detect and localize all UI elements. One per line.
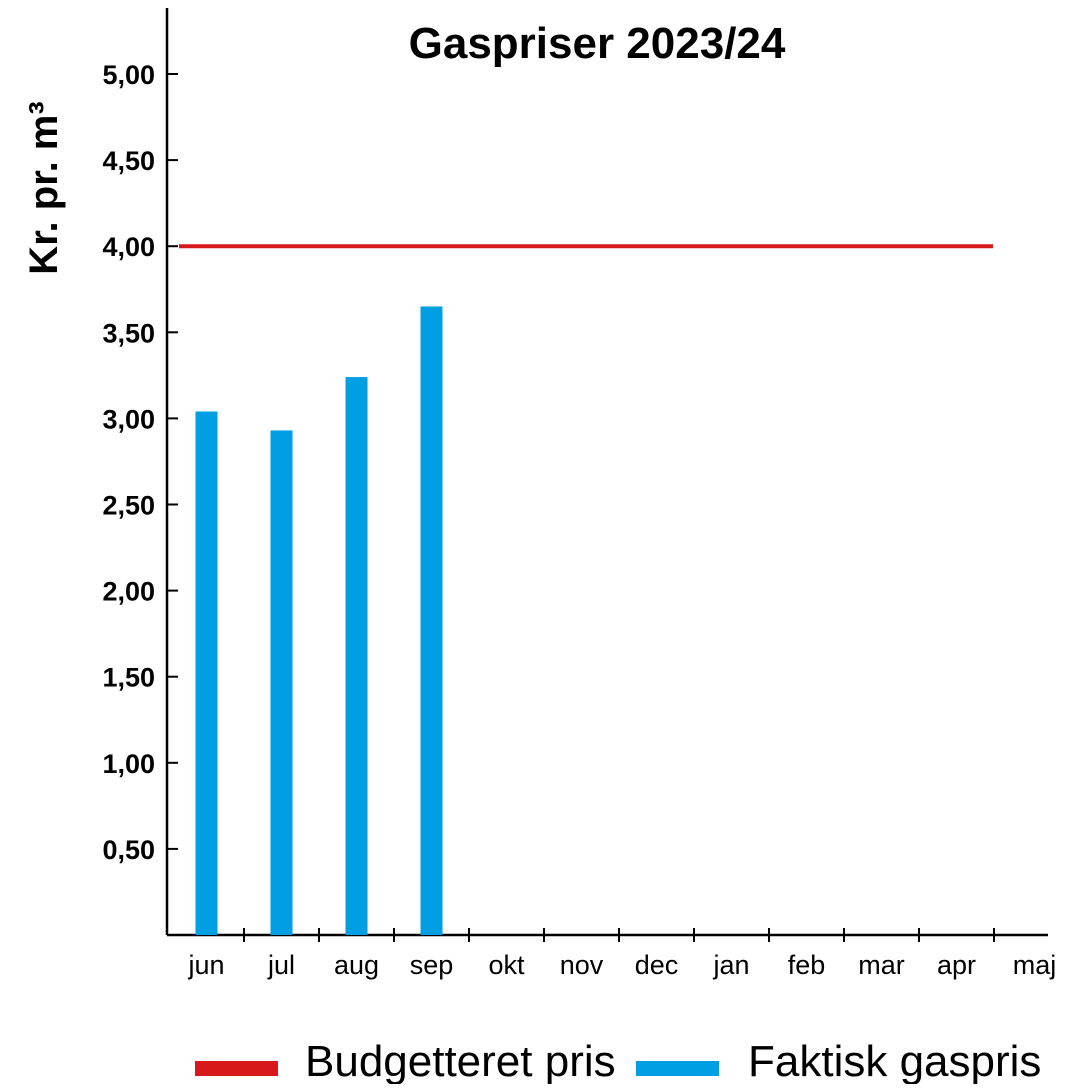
legend: Budgetteret pris Faktisk gaspris (195, 1037, 1041, 1086)
bars (195, 306, 443, 936)
legend-swatch (636, 1061, 719, 1076)
x-tick-label: mar (858, 950, 905, 980)
x-tick-label: maj (1013, 950, 1057, 980)
x-tick-label: feb (788, 950, 826, 980)
bar-aug (345, 377, 368, 935)
x-tick-label: sep (410, 950, 454, 980)
x-tick-label: dec (635, 950, 679, 980)
x-tick-label: aug (334, 950, 379, 980)
y-tick-label: 0,50 (102, 835, 155, 865)
y-tick-label: 2,00 (102, 577, 155, 607)
bar-jul (270, 430, 293, 935)
x-tick-label: jul (267, 950, 295, 980)
y-axis-label: Kr. pr. m³ (22, 101, 66, 274)
y-tick-label: 1,50 (102, 663, 155, 693)
chart-title: Gaspriser 2023/24 (409, 19, 786, 68)
bar-sep (420, 306, 443, 936)
x-tick-label: okt (488, 950, 525, 980)
y-tick-label: 1,00 (102, 749, 155, 779)
y-tick-label: 3,50 (102, 318, 155, 348)
x-ticks: jun jul aug sep okt nov dec jan feb mar apr maj (187, 928, 1056, 980)
x-tick-label: jun (187, 950, 224, 980)
y-tick-label: 4,50 (102, 146, 155, 176)
y-tick-label: 2,50 (102, 491, 155, 521)
axes (165, 8, 1048, 937)
y-ticks: 0,50 1,00 1,50 2,00 2,50 3,00 3,50 4,00 4,50 5,00 (102, 60, 178, 865)
legend-label: Faktisk gaspris (748, 1037, 1041, 1084)
x-tick-label: jan (712, 950, 749, 980)
legend-swatch (195, 1061, 278, 1076)
y-tick-label: 3,00 (102, 404, 155, 434)
y-tick-label: 4,00 (102, 232, 155, 262)
legend-label: Budgetteret pris (305, 1037, 616, 1084)
x-tick-label: nov (560, 950, 604, 980)
y-tick-label: 5,00 (102, 60, 155, 90)
x-tick-label: apr (937, 950, 976, 980)
bar-jun (195, 411, 218, 936)
